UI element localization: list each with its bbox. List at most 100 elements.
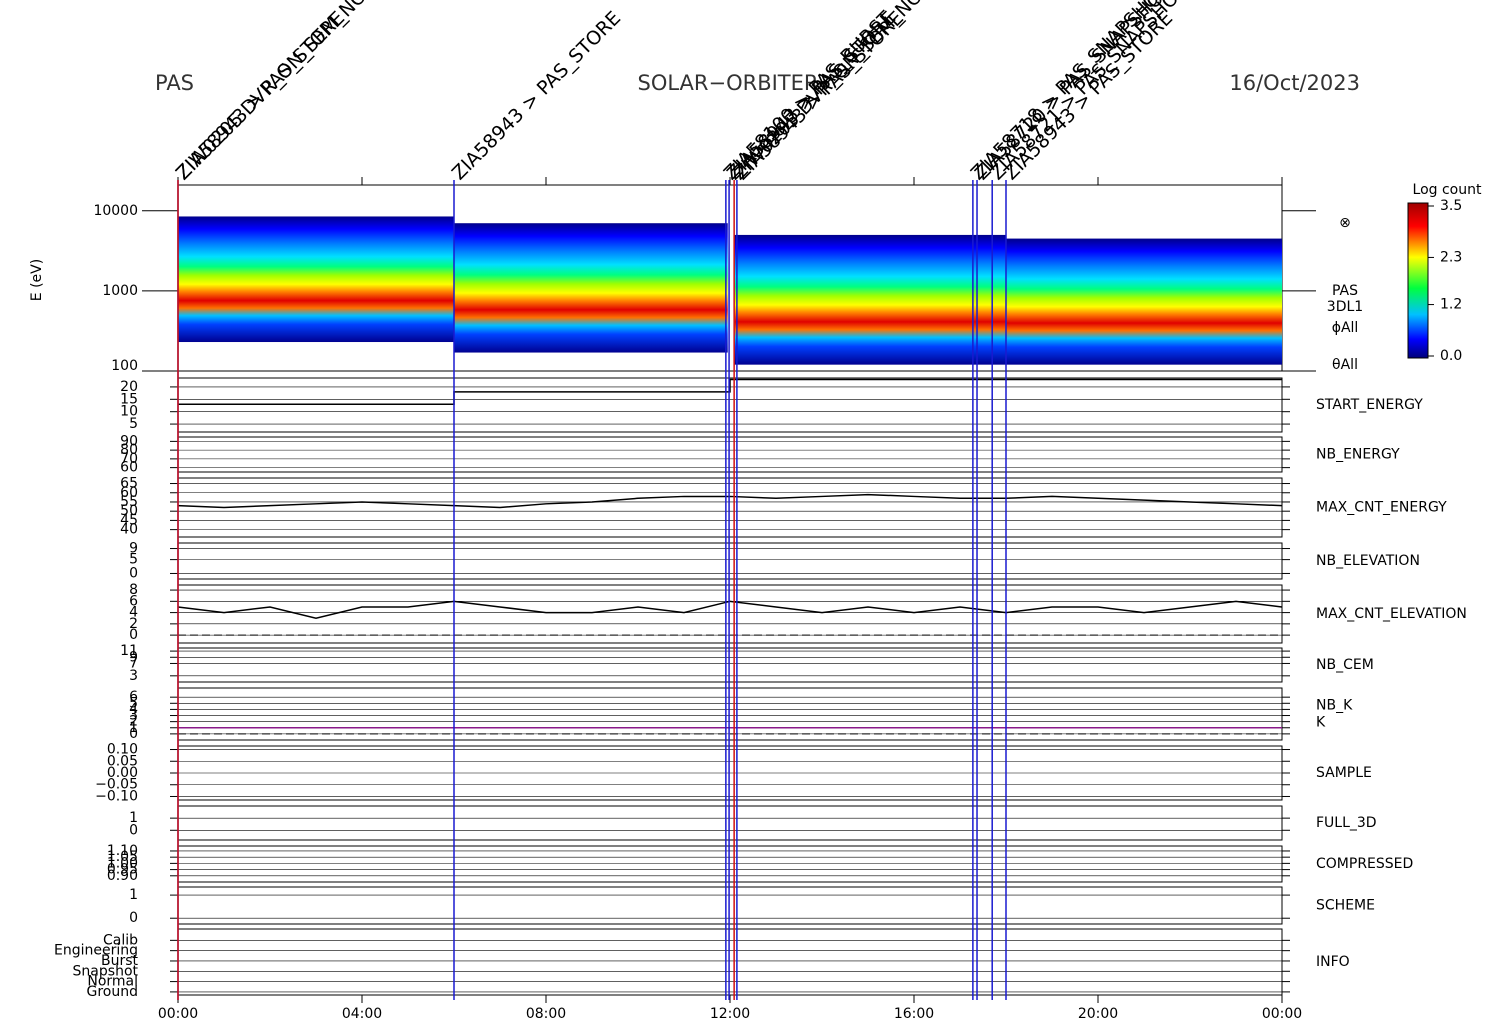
y-tick-label: 0 — [129, 726, 138, 742]
y-tick-label: 11 — [120, 643, 138, 659]
panel-frame — [177, 687, 1283, 741]
y-tick-label: 3 — [129, 708, 138, 724]
y-tick-label: −0.05 — [95, 777, 138, 793]
y-tick-label: 2 — [129, 616, 138, 632]
y-tick-label: 40 — [120, 522, 138, 538]
panel-label: START_ENERGY — [1316, 397, 1423, 413]
y-tick-label: 9 — [129, 649, 138, 665]
panel-frame — [177, 805, 1283, 841]
panel-frame — [177, 647, 1283, 683]
y-tick-label: 0.90 — [107, 868, 138, 884]
event-label: ZIW0205 DVR_ON_SEM_NOT — [172, 0, 380, 184]
y-tick-label: Snapshot — [73, 963, 139, 979]
y-tick-label: 8 — [129, 582, 138, 598]
panel-label: FULL_3D — [1316, 815, 1377, 831]
x-tick-label: 00:00 — [158, 1006, 198, 1020]
y-tick-label: 0.05 — [107, 753, 138, 769]
y-tick-label: 0 — [129, 627, 138, 643]
y-tick-label: 90 — [120, 433, 138, 449]
y-tick-label: 10 — [120, 404, 138, 420]
y-tick-label: Burst — [101, 953, 139, 969]
y-tick-label: 100 — [111, 358, 138, 374]
instrument: PAS — [155, 71, 194, 95]
y-tick-label: Normal — [87, 974, 138, 990]
spectrogram-block — [454, 223, 728, 353]
colorbar-tick-label: 2.3 — [1440, 249, 1462, 265]
x-tick-label: 00:00 — [1262, 1006, 1302, 1020]
y-tick-label: 0.10 — [107, 742, 138, 758]
panel-label: SCHEME — [1316, 898, 1375, 914]
y-tick-label: 1 — [129, 720, 138, 736]
date: 16/Oct/2023 — [1229, 71, 1360, 95]
y-tick-label: 0.00 — [107, 765, 138, 781]
panel-label: NB_K — [1316, 697, 1353, 713]
y-tick-label: 65 — [120, 476, 138, 492]
x-tick-label: 08:00 — [526, 1006, 566, 1020]
y-tick-label: 0 — [129, 565, 138, 581]
y-tick-label: 60 — [120, 485, 138, 501]
series-line — [177, 600, 1283, 619]
side-label: θAll — [1332, 357, 1358, 373]
y-tick-label: 1 — [129, 810, 138, 826]
y-tick-label: 10000 — [93, 203, 138, 219]
colorbar-tick-label: 1.2 — [1440, 297, 1462, 313]
y-tick-label: 1.00 — [107, 855, 138, 871]
y-tick-label: 45 — [120, 512, 138, 528]
event-label: ZIA58943 > PAS_STORE — [731, 7, 908, 184]
y-tick-label: 4 — [129, 701, 138, 717]
y-tick-label: 50 — [120, 503, 138, 519]
y-tick-label: 1000 — [102, 283, 138, 299]
panel-label: K — [1316, 715, 1326, 731]
y-tick-label: 7 — [129, 655, 138, 671]
y-tick-label: 20 — [120, 379, 138, 395]
panel-label: NB_ELEVATION — [1316, 553, 1420, 569]
panel-frame — [177, 584, 1283, 644]
side-label: PAS — [1332, 283, 1358, 299]
series-line — [177, 493, 1283, 509]
y-tick-label: 6 — [129, 593, 138, 609]
y-tick-label: 5 — [129, 416, 138, 432]
event-label: ZIA58943 > PAS_STORE — [448, 7, 625, 184]
y-tick-label: 1.10 — [107, 843, 138, 859]
side-label: ⊗ — [1339, 215, 1351, 231]
x-tick-label: 12:00 — [710, 1006, 750, 1020]
series-line — [178, 378, 1282, 406]
y-tick-label: 9 — [129, 541, 138, 557]
colorbar-title: Log count — [1413, 182, 1482, 198]
panel-frame — [177, 928, 1283, 996]
spectrogram-block — [1006, 238, 1282, 365]
x-tick-label: 04:00 — [342, 1006, 382, 1020]
side-label: 3DL1 — [1327, 299, 1363, 315]
y-tick-label: 0.95 — [107, 862, 138, 878]
y-tick-label: 0 — [129, 822, 138, 838]
panel-frame — [177, 845, 1283, 883]
y-tick-label: 15 — [120, 391, 138, 407]
panel-label: COMPRESSED — [1316, 856, 1413, 872]
y-tick-label: 0 — [129, 910, 138, 926]
spectrogram-block — [734, 234, 1006, 365]
panel-label: SAMPLE — [1316, 765, 1372, 781]
colorbar-tick-label: 3.5 — [1440, 198, 1462, 214]
panel-frame — [177, 436, 1283, 473]
panel-frame — [177, 477, 1283, 538]
x-tick-label: 20:00 — [1078, 1006, 1118, 1020]
y-axis-label: E (eV) — [29, 259, 45, 301]
y-tick-label: 5 — [129, 552, 138, 568]
panel-label: INFO — [1316, 954, 1350, 970]
y-tick-label: 55 — [120, 494, 138, 510]
panel-label: NB_ENERGY — [1316, 447, 1400, 463]
y-tick-label: Ground — [87, 984, 139, 1000]
y-tick-label: 60 — [120, 460, 138, 476]
y-tick-label: 70 — [120, 451, 138, 467]
x-tick-label: 16:00 — [894, 1006, 934, 1020]
event-label: ZIA58943 > PAS_STORE — [1000, 7, 1177, 184]
y-tick-label: 5 — [129, 695, 138, 711]
y-tick-label: Calib — [103, 932, 138, 948]
y-tick-label: 1.05 — [107, 849, 138, 865]
y-tick-label: 80 — [120, 442, 138, 458]
mission: SOLAR−ORBITER — [637, 71, 818, 95]
panel-label: MAX_CNT_ELEVATION — [1316, 606, 1467, 622]
panel-label: NB_CEM — [1316, 657, 1374, 673]
y-tick-label: 2 — [129, 714, 138, 730]
